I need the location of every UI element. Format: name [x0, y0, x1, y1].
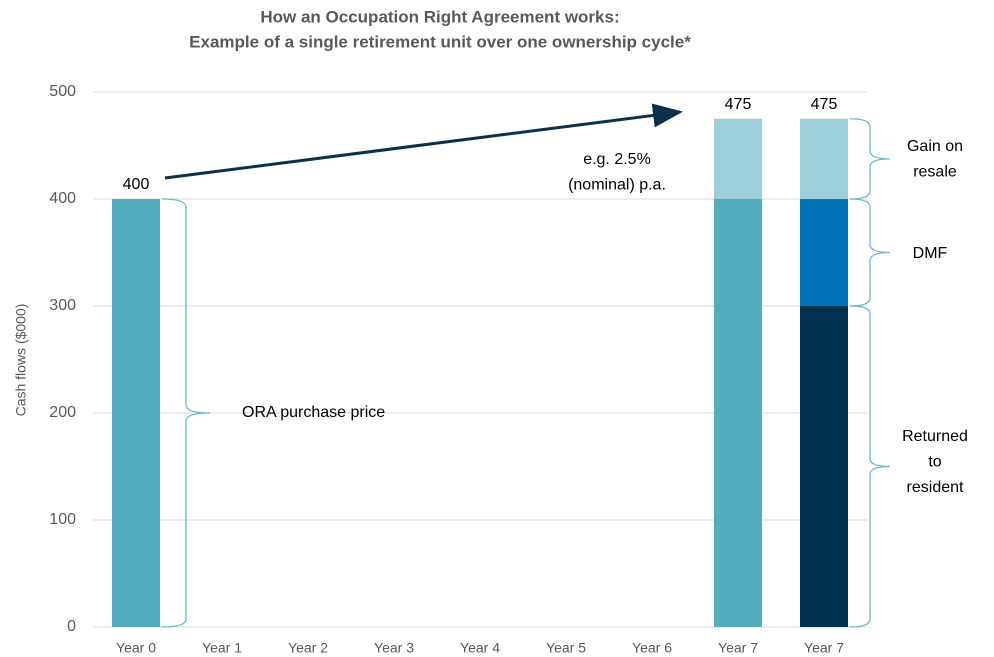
x-tick-label: Year 5: [546, 640, 586, 656]
annotation: e.g. 2.5%: [583, 151, 651, 168]
bar-segment: [800, 199, 848, 306]
bar-segment: [714, 199, 762, 627]
chart-title: How an Occupation Right Agreement works:: [260, 7, 619, 26]
total-label: 475: [811, 96, 838, 113]
total-label: 475: [725, 96, 752, 113]
y-axis-label: Cash flows ($000): [13, 304, 29, 417]
total-label: 400: [123, 176, 150, 193]
bar-segment: [800, 118, 848, 199]
y-tick-label: 0: [67, 618, 76, 635]
y-tick-label: 400: [49, 190, 76, 207]
x-tick-label: Year 1: [202, 640, 242, 656]
x-tick-label: Year 3: [374, 640, 414, 656]
growth-arrow: [164, 103, 683, 180]
bar-segment: [714, 118, 762, 199]
bar-segment: [112, 199, 160, 627]
annotation: Gain on: [907, 138, 963, 155]
annotation: resale: [913, 164, 957, 181]
brace: [849, 305, 891, 628]
annotation: Returned: [902, 428, 968, 445]
brace: [849, 198, 891, 307]
x-tick-label: Year 0: [116, 640, 156, 656]
x-tick-label: Year 6: [632, 640, 672, 656]
x-tick-label: Year 7: [804, 640, 844, 656]
brace: [161, 198, 211, 628]
y-tick-label: 200: [49, 404, 76, 421]
chart-title: Example of a single retirement unit over…: [189, 32, 691, 51]
y-tick-label: 300: [49, 297, 76, 314]
annotation: ORA purchase price: [242, 404, 385, 421]
annotation: resident: [907, 479, 964, 496]
bar-segment: [800, 306, 848, 627]
y-tick-label: 500: [49, 83, 76, 100]
brace: [849, 118, 891, 200]
x-tick-label: Year 2: [288, 640, 328, 656]
x-tick-label: Year 7: [718, 640, 758, 656]
annotation: (nominal) p.a.: [568, 177, 666, 194]
x-tick-label: Year 4: [460, 640, 500, 656]
annotation: DMF: [913, 245, 948, 262]
annotation: to: [928, 454, 941, 471]
y-tick-label: 100: [49, 511, 76, 528]
